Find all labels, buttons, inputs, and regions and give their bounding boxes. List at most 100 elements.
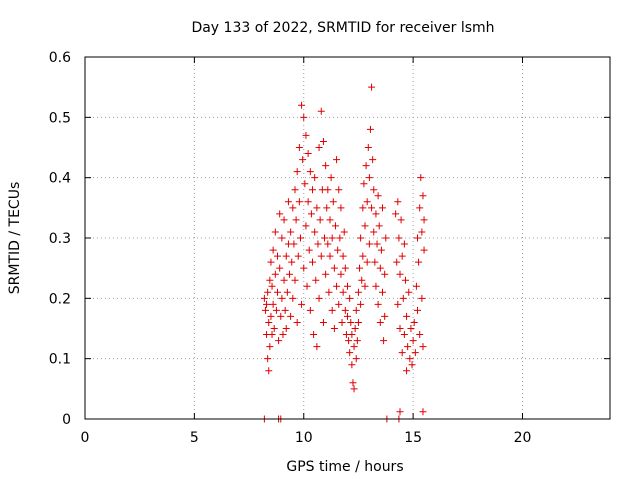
data-point (278, 234, 286, 242)
data-point (293, 318, 301, 326)
data-point (307, 210, 315, 218)
data-point (364, 144, 372, 151)
data-point (363, 258, 371, 266)
data-point (296, 234, 304, 242)
y-tick-label: 0.6 (49, 50, 71, 66)
data-point (267, 312, 275, 320)
data-point (292, 216, 300, 224)
data-point (363, 198, 371, 206)
data-point (414, 234, 421, 242)
data-point (313, 343, 321, 351)
data-point (415, 258, 423, 266)
data-point (356, 264, 364, 272)
data-point (368, 204, 376, 212)
data-point (302, 131, 310, 139)
data-point (322, 270, 330, 278)
data-point (336, 234, 344, 242)
data-point (341, 306, 349, 314)
data-point (351, 325, 359, 332)
data-point (266, 276, 274, 284)
data-point (419, 408, 427, 416)
data-point (323, 204, 331, 212)
data-point (268, 331, 276, 339)
data-point (338, 318, 346, 326)
data-point (381, 270, 389, 278)
data-point (306, 168, 314, 176)
data-point (340, 228, 348, 236)
data-point (276, 264, 284, 272)
data-point (328, 234, 336, 242)
data-point (290, 240, 298, 248)
data-point (302, 222, 310, 230)
data-point (335, 186, 343, 194)
data-point (268, 282, 276, 290)
data-point (303, 282, 311, 290)
data-point (280, 276, 288, 284)
data-point (349, 379, 357, 387)
data-point (291, 276, 299, 284)
y-tick-label: 0 (62, 412, 71, 428)
data-point (418, 228, 426, 236)
data-point (392, 210, 400, 218)
data-point (330, 264, 338, 272)
data-point (394, 300, 402, 308)
data-point (344, 282, 351, 290)
data-point (394, 198, 402, 206)
data-point (368, 83, 376, 91)
data-point (334, 246, 342, 254)
data-point (376, 264, 384, 272)
data-point (315, 294, 323, 302)
data-point (325, 288, 333, 296)
data-point (398, 252, 406, 260)
data-point (347, 318, 355, 326)
data-point (316, 216, 324, 224)
data-point (310, 331, 318, 339)
data-point (371, 258, 379, 266)
data-point (269, 300, 277, 308)
data-point (420, 246, 428, 254)
data-point (267, 258, 275, 266)
x-tick-label: 0 (81, 430, 90, 446)
data-point (270, 325, 278, 332)
data-points (260, 83, 428, 423)
data-point (357, 300, 365, 308)
data-point (352, 355, 360, 363)
data-point (327, 174, 335, 182)
data-point (309, 186, 316, 194)
data-point (329, 198, 337, 206)
data-point (326, 252, 334, 260)
data-point (293, 168, 301, 176)
data-point (333, 282, 341, 290)
data-point (362, 162, 370, 170)
data-point (350, 343, 358, 351)
data-point (277, 312, 285, 320)
data-point (314, 240, 322, 248)
data-point (346, 349, 354, 357)
data-point (337, 270, 345, 278)
data-point (265, 367, 273, 375)
data-point (282, 252, 290, 260)
data-point (339, 288, 347, 296)
data-point (295, 144, 303, 151)
data-point (370, 228, 378, 236)
data-point (404, 343, 412, 351)
data-point (411, 349, 419, 357)
data-point (289, 204, 297, 212)
data-point (291, 186, 299, 194)
data-point (284, 198, 292, 206)
data-point (354, 318, 362, 326)
data-point (365, 174, 373, 182)
data-point (379, 204, 386, 212)
data-point (311, 228, 319, 236)
data-point (301, 180, 309, 188)
data-point (361, 282, 369, 290)
x-tick-label: 10 (295, 430, 313, 446)
data-point (370, 186, 378, 194)
data-point (280, 216, 288, 224)
data-point (418, 294, 426, 302)
data-point (274, 288, 281, 296)
data-point (298, 101, 306, 109)
data-point (331, 222, 339, 230)
data-point (282, 325, 290, 332)
y-tick-label: 0.1 (49, 352, 71, 368)
